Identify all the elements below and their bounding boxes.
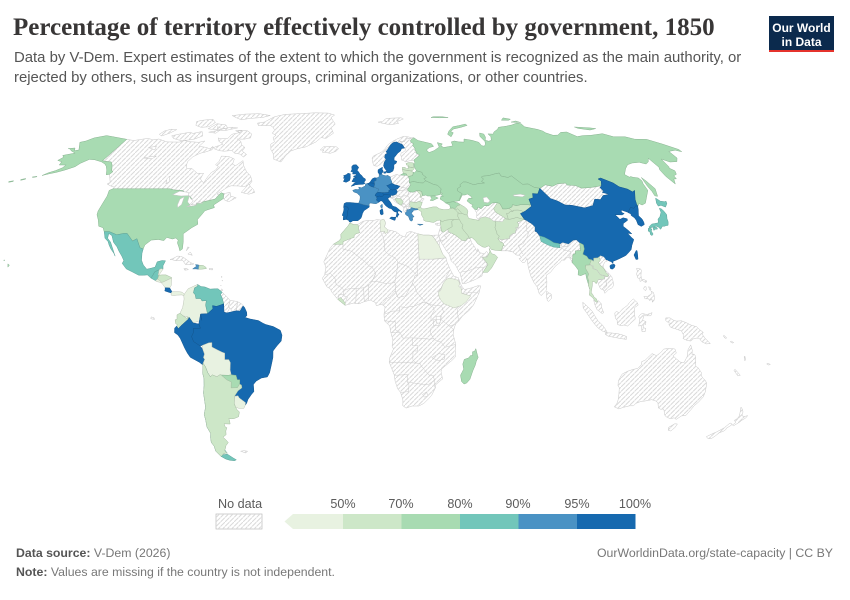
svg-text:80%: 80% <box>447 497 472 511</box>
svg-text:70%: 70% <box>388 497 413 511</box>
svg-text:100%: 100% <box>619 497 651 511</box>
svg-text:50%: 50% <box>330 497 355 511</box>
svg-text:90%: 90% <box>505 497 530 511</box>
svg-text:95%: 95% <box>564 497 589 511</box>
svg-text:No data: No data <box>218 497 262 511</box>
